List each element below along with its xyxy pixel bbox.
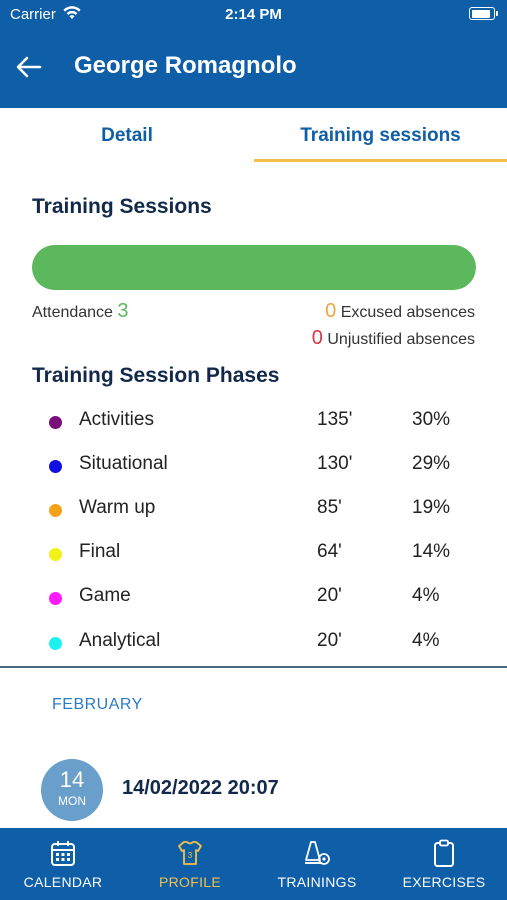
phase-percent: 4% bbox=[412, 630, 440, 651]
phase-percent: 19% bbox=[412, 497, 451, 518]
phase-minutes: 130' bbox=[317, 453, 353, 474]
tab-bar: Detail Training sessions bbox=[0, 108, 507, 163]
phase-row: Activities 135' 30% bbox=[0, 409, 507, 439]
phase-color-dot bbox=[49, 548, 62, 561]
attendance-label: Attendance bbox=[32, 304, 113, 321]
phase-percent: 29% bbox=[412, 453, 451, 474]
unjustified-absences-stat: 0 Unjustified absences bbox=[312, 327, 475, 350]
excused-count: 0 bbox=[325, 300, 337, 322]
month-header: FEBRUARY bbox=[52, 696, 143, 713]
phase-percent: 30% bbox=[412, 409, 451, 430]
jersey-icon: 3 bbox=[178, 841, 202, 865]
tab-training-sessions[interactable]: Training sessions bbox=[300, 125, 461, 146]
status-time: 2:14 PM bbox=[225, 6, 282, 23]
battery-icon bbox=[469, 7, 498, 20]
phase-percent: 4% bbox=[412, 585, 440, 606]
phase-color-dot bbox=[49, 504, 62, 517]
training-sessions-heading: Training Sessions bbox=[32, 195, 212, 218]
svg-text:3: 3 bbox=[188, 851, 193, 860]
active-tab-indicator bbox=[254, 159, 507, 162]
tab-detail[interactable]: Detail bbox=[101, 125, 153, 146]
phase-name: Activities bbox=[79, 409, 154, 430]
session-datetime[interactable]: 14/02/2022 20:07 bbox=[122, 777, 279, 799]
phase-minutes: 20' bbox=[317, 630, 342, 651]
phase-minutes: 85' bbox=[317, 497, 342, 518]
carrier-label: Carrier bbox=[10, 6, 56, 23]
top-bar: Carrier 2:14 PM George Romagnolo bbox=[0, 0, 507, 108]
attendance-progress-fill bbox=[32, 245, 476, 290]
page-title: George Romagnolo bbox=[74, 52, 297, 79]
nav-trainings-label: TRAININGS bbox=[277, 874, 357, 890]
unjustified-label: Unjustified absences bbox=[327, 331, 475, 348]
phase-row: Warm up 85' 19% bbox=[0, 497, 507, 527]
cone-ball-icon bbox=[305, 841, 330, 865]
attendance-stat: Attendance 3 bbox=[32, 300, 129, 323]
status-bar: Carrier 2:14 PM bbox=[0, 0, 507, 28]
excused-label: Excused absences bbox=[340, 304, 475, 321]
nav-calendar[interactable]: CALENDAR bbox=[0, 828, 126, 900]
session-weekday: MON bbox=[58, 794, 86, 808]
phase-color-dot bbox=[49, 637, 62, 650]
phase-name: Warm up bbox=[79, 497, 156, 518]
phase-name: Analytical bbox=[79, 630, 161, 651]
bottom-nav: CALENDAR 3 PROFILE TRAININGS EXERCISES bbox=[0, 828, 507, 900]
phase-minutes: 20' bbox=[317, 585, 342, 606]
unjustified-count: 0 bbox=[311, 327, 323, 349]
back-arrow-icon[interactable] bbox=[14, 52, 44, 82]
nav-profile-label: PROFILE bbox=[158, 874, 221, 890]
phase-row: Final 64' 14% bbox=[0, 541, 507, 571]
nav-exercises[interactable]: EXERCISES bbox=[381, 828, 507, 900]
phase-name: Situational bbox=[79, 453, 168, 474]
phase-name: Game bbox=[79, 585, 131, 606]
section-divider bbox=[0, 666, 507, 668]
nav-calendar-label: CALENDAR bbox=[23, 874, 103, 890]
phase-row: Game 20' 4% bbox=[0, 585, 507, 615]
phase-minutes: 64' bbox=[317, 541, 342, 562]
phase-color-dot bbox=[49, 460, 62, 473]
calendar-icon bbox=[51, 841, 75, 866]
clipboard-icon bbox=[434, 839, 454, 867]
session-date-badge[interactable]: 14 MON bbox=[41, 759, 103, 821]
nav-trainings[interactable]: TRAININGS bbox=[254, 828, 380, 900]
phase-color-dot bbox=[49, 416, 62, 429]
attendance-count: 3 bbox=[117, 300, 129, 322]
phase-percent: 14% bbox=[412, 541, 451, 562]
phase-minutes: 135' bbox=[317, 409, 353, 430]
wifi-icon bbox=[63, 6, 81, 19]
attendance-progress-bar bbox=[32, 245, 476, 290]
phase-row: Analytical 20' 4% bbox=[0, 630, 507, 660]
nav-profile[interactable]: 3 PROFILE bbox=[127, 828, 253, 900]
phase-name: Final bbox=[79, 541, 121, 562]
phases-heading: Training Session Phases bbox=[32, 364, 280, 387]
phase-color-dot bbox=[49, 592, 62, 605]
nav-exercises-label: EXERCISES bbox=[402, 874, 486, 890]
phase-row: Situational 130' 29% bbox=[0, 453, 507, 483]
session-day-number: 14 bbox=[59, 767, 85, 792]
excused-absences-stat: 0 Excused absences bbox=[325, 300, 475, 323]
